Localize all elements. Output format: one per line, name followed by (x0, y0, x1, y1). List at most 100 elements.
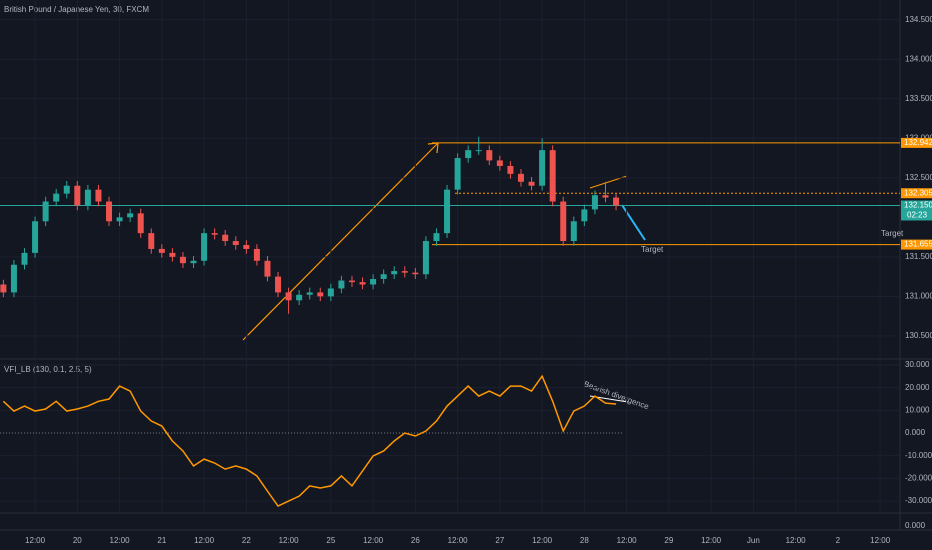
candle-body (232, 241, 239, 245)
candle-body (475, 150, 482, 152)
trend-arrow (242, 142, 439, 341)
chart-title: British Pound / Japanese Yen, 30, FXCM (4, 5, 149, 14)
candle-body (348, 280, 355, 283)
x-tick-label: 12:00 (279, 536, 300, 545)
price-level-tag (901, 137, 932, 148)
indicator-line (2, 374, 617, 508)
candle-body (53, 193, 60, 202)
x-tick-label: 26 (411, 536, 420, 545)
indicator-title: VFI_LB (130, 0.1, 2.5, 5) (4, 365, 92, 374)
candle-body (465, 150, 472, 159)
y-tick-label: 131.000 (905, 291, 932, 300)
price-level-tag (901, 200, 932, 211)
candle-body (116, 217, 123, 222)
candle-body (539, 150, 546, 186)
y-tick-label: 10.000 (905, 405, 930, 414)
candle-body (613, 197, 620, 206)
x-tick-label: 12:00 (363, 536, 384, 545)
x-tick-label: 12:00 (448, 536, 469, 545)
candle-body (211, 233, 218, 235)
annotation: Target (641, 245, 664, 254)
price-level-label: 132.150 (904, 201, 932, 210)
candle-body (317, 292, 324, 297)
candle-body (549, 150, 556, 202)
x-tick-label: 12:00 (786, 536, 807, 545)
candle-body (517, 173, 524, 182)
candle-body (264, 260, 271, 277)
candle-body (433, 233, 440, 242)
candle-body (137, 213, 144, 234)
candle-body (570, 221, 577, 242)
candle-body (32, 221, 39, 253)
y-tick-label: 0.000 (905, 428, 926, 437)
candle-body (401, 271, 408, 273)
x-tick-label: 12:00 (617, 536, 638, 545)
candle-body (359, 282, 366, 285)
x-tick-label: 12:00 (701, 536, 722, 545)
price-level-label: 132.942 (904, 138, 932, 147)
candle-body (201, 233, 208, 261)
candle-body (10, 264, 17, 293)
target-projection (621, 204, 646, 241)
candle-body (327, 288, 334, 297)
candle-body (412, 272, 419, 275)
price-level-tag (901, 239, 932, 250)
x-tick-label: 25 (326, 536, 335, 545)
y-tick-label: 132.500 (905, 173, 932, 182)
y-tick-label: -20.000 (905, 474, 932, 483)
x-tick-label: Jun (747, 536, 760, 545)
x-tick-label: 12:00 (194, 536, 215, 545)
candle-body (591, 195, 598, 210)
candle-body (190, 260, 197, 264)
x-tick-label: 29 (664, 536, 673, 545)
y-tick-label: 134.000 (905, 54, 932, 63)
y-tick-label: 20.000 (905, 383, 930, 392)
candle-body (306, 292, 313, 295)
candle-body (602, 195, 609, 198)
candle-body (42, 201, 49, 222)
x-tick-label: 12:00 (532, 536, 553, 545)
candle-body (63, 185, 70, 194)
y-tick-label: 131.500 (905, 252, 932, 261)
candle-body (285, 292, 292, 301)
y-tick-label: -30.000 (905, 496, 932, 505)
candle-body (486, 150, 493, 161)
y-tick-label: 134.500 (905, 15, 932, 24)
x-tick-label: 12:00 (25, 536, 46, 545)
candle-body (169, 252, 176, 257)
countdown-tag (901, 210, 932, 221)
y-tick-label: 130.500 (905, 331, 932, 340)
x-tick-label: 12:00 (870, 536, 891, 545)
x-tick-label: 28 (580, 536, 589, 545)
price-level-label: 132.305 (904, 188, 932, 197)
annotation: Bearish divergence (583, 379, 651, 411)
y-tick-label: 30.000 (905, 360, 930, 369)
candle-body (581, 209, 588, 222)
candle-body (275, 276, 282, 293)
candle-body (560, 201, 567, 242)
y-tick-label: -10.000 (905, 451, 932, 460)
x-tick-label: 22 (242, 536, 251, 545)
candle-body (21, 252, 28, 265)
price-level-label: 131.655 (904, 240, 932, 249)
x-tick-label: 27 (495, 536, 504, 545)
candle-body (528, 181, 535, 186)
candle-body (338, 280, 345, 289)
candle-body (106, 201, 113, 222)
candle-body (296, 294, 303, 301)
candle-body (391, 271, 398, 275)
candle-body (84, 189, 91, 206)
x-tick-label: 12:00 (110, 536, 131, 545)
y-tick-label: 0.000 (905, 521, 926, 530)
x-tick-label: 21 (157, 536, 166, 545)
candle-body (127, 213, 134, 218)
candle-body (243, 244, 250, 249)
candle-body (95, 189, 102, 202)
price-level-tag (901, 188, 932, 199)
x-tick-label: 2 (836, 536, 841, 545)
candle-body (158, 248, 165, 253)
annotation: Target (881, 229, 904, 238)
candle-body (0, 284, 7, 293)
x-tick-label: 20 (73, 536, 82, 545)
